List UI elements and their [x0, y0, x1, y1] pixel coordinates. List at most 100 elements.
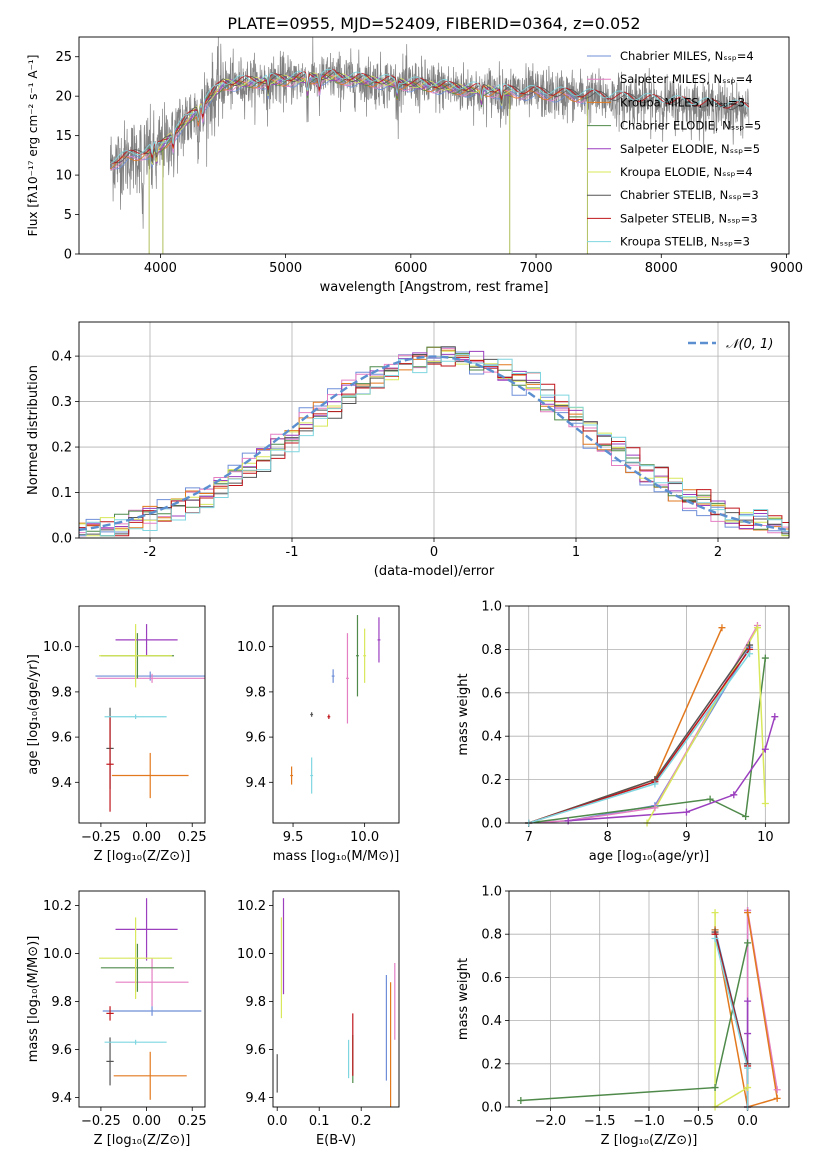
weight-marker: [771, 713, 779, 721]
weight-marker: [744, 1084, 752, 1092]
legend-entry: Chabrier STELIB, Nₛₛₚ=3: [620, 188, 759, 202]
x-tick-label: -2: [144, 545, 157, 560]
x-axis-label: (data-model)/error: [374, 564, 495, 579]
x-tick-label: 10.0: [350, 830, 379, 845]
model-line-7: [110, 70, 750, 164]
y-tick-label: 0.0: [481, 1101, 502, 1116]
legend-entry: Kroupa STELIB, Nₛₛₚ=3: [620, 235, 750, 249]
y-tick-label: 10.0: [43, 640, 72, 655]
weight-series-1: [714, 910, 749, 1064]
errorbars: [95, 624, 205, 812]
y-tick-label: 9.4: [245, 1091, 266, 1106]
legend-entry: Kroupa ELODIE, Nₛₛₚ=4: [620, 165, 753, 179]
y-tick-label: 0.8: [481, 928, 502, 943]
y-tick-label: 9.8: [245, 685, 266, 700]
y-tick-label: 9.6: [245, 1043, 266, 1058]
hist-steps: [79, 346, 789, 537]
y-tick-label: 10: [55, 169, 72, 184]
weight-marker: [744, 1030, 752, 1038]
weight-marker: [746, 650, 754, 658]
errorbars: [276, 898, 396, 1107]
weight-marker: [773, 1086, 781, 1094]
weight-series-6: [714, 912, 748, 1107]
y-tick-label: 9.8: [245, 995, 266, 1010]
y-tick-label: 9.4: [51, 1091, 72, 1106]
hist-series-4: [79, 346, 789, 537]
x-tick-label: 0.25: [178, 830, 207, 845]
axes-frame: [78, 321, 790, 539]
x-tick-label: −1.5: [584, 1114, 616, 1129]
hist-series-7: [79, 346, 789, 536]
x-tick-label: 7: [525, 830, 533, 845]
weight-lines: [528, 625, 776, 823]
x-tick-label: 8: [603, 830, 611, 845]
x-tick-label: 0.00: [132, 830, 161, 845]
x-tick-label: 8000: [645, 261, 678, 276]
y-tick-label: 20: [55, 90, 72, 105]
x-axis-label: Z [log₁₀(Z/Z⊙)]: [601, 1133, 698, 1148]
y-tick-label: 1.0: [481, 885, 502, 900]
weight-marker: [744, 939, 752, 947]
x-tick-label: 6000: [394, 261, 427, 276]
x-tick-label: 0.0: [737, 1114, 758, 1129]
x-tick-label: 4000: [144, 261, 177, 276]
y-tick-label: 9.4: [245, 776, 266, 791]
y-axis-label: Flux [fλ10⁻¹⁷ erg cm⁻² s⁻¹ A⁻¹]: [26, 55, 40, 237]
chart-mass_weight_vs_age: 7 8 9 10 0.0 0.2 0.4 0.6 0.8 1.0 age [log₁₀(age/yr…: [456, 600, 790, 864]
weight-marker: [730, 791, 738, 799]
x-tick-label: −0.25: [81, 1114, 121, 1129]
y-tick-label: 0.3: [51, 395, 72, 410]
x-tick-label: 0.00: [132, 1114, 161, 1129]
weight-series-4: [520, 942, 749, 1102]
y-tick-label: 15: [55, 129, 72, 144]
y-tick-label: 0.1: [51, 486, 72, 501]
weight-marker: [744, 909, 752, 917]
x-axis-label: mass [log₁₀(M/M⊙)]: [273, 849, 400, 864]
axes-frame: [272, 890, 400, 1108]
weight-marker: [744, 1064, 752, 1072]
x-tick-label: −2.0: [535, 1114, 567, 1129]
x-tick-label: 10: [757, 830, 774, 845]
x-tick-label: −1.0: [633, 1114, 665, 1129]
weight-marker: [651, 804, 659, 812]
y-tick-label: 9.6: [51, 731, 72, 746]
weight-marker: [682, 808, 690, 816]
legend-entry: Salpeter ELODIE, Nₛₛₚ=5: [620, 142, 760, 156]
weight-marker: [773, 1094, 781, 1102]
model-line-8: [110, 69, 750, 164]
weight-marker: [753, 624, 761, 632]
weight-series-2: [528, 625, 759, 823]
x-tick-label: 2: [714, 545, 722, 560]
y-tick-label: 9.8: [51, 995, 72, 1010]
gaussian-curve: [79, 355, 787, 532]
weight-marker: [517, 1097, 525, 1105]
legend-entry: Chabrier MILES, Nₛₛₚ=4: [620, 49, 754, 63]
x-axis-label: age [log₁₀(age/yr)]: [589, 849, 710, 864]
weight-marker: [706, 795, 714, 803]
weight-series-7: [528, 644, 751, 823]
weight-series-1: [528, 646, 751, 823]
x-tick-label: -1: [286, 545, 299, 560]
y-tick-label: 0.2: [51, 441, 72, 456]
chart-age_vs_mass: 9.5 10.0 9.4 9.6 9.8 10.0 mass [log₁₀(M/M⊙)]: [237, 605, 400, 864]
y-tick-label: 10.2: [43, 899, 72, 914]
x-tick-label: 9: [682, 830, 690, 845]
y-axis-label: age [log₁₀(age/yr)]: [26, 654, 41, 775]
y-tick-label: 9.6: [51, 1043, 72, 1058]
x-tick-label: 1: [572, 545, 580, 560]
errorbars: [99, 898, 202, 1100]
y-tick-label: 10.0: [43, 947, 72, 962]
figure-title: PLATE=0955, MJD=52409, FIBERID=0364, z=0…: [227, 14, 640, 33]
x-axis-label: Z [log₁₀(Z/Z⊙)]: [94, 849, 191, 864]
chart-residual_hist: -2 -1 0 1 2 0.0 0.1 0.2 0.3 0.4 (data-model)/error…: [26, 321, 790, 579]
y-tick-label: 0.8: [481, 643, 502, 658]
axes-frame: [272, 605, 400, 824]
y-tick-label: 9.6: [245, 731, 266, 746]
weight-marker: [742, 812, 750, 820]
legend-entry: Chabrier ELODIE, Nₛₛₚ=5: [620, 119, 761, 133]
y-tick-label: 0.4: [51, 350, 72, 365]
y-tick-label: 9.4: [51, 776, 72, 791]
x-tick-label: 9000: [770, 261, 803, 276]
x-tick-label: 9.5: [283, 830, 304, 845]
axes-frame: [78, 36, 790, 255]
